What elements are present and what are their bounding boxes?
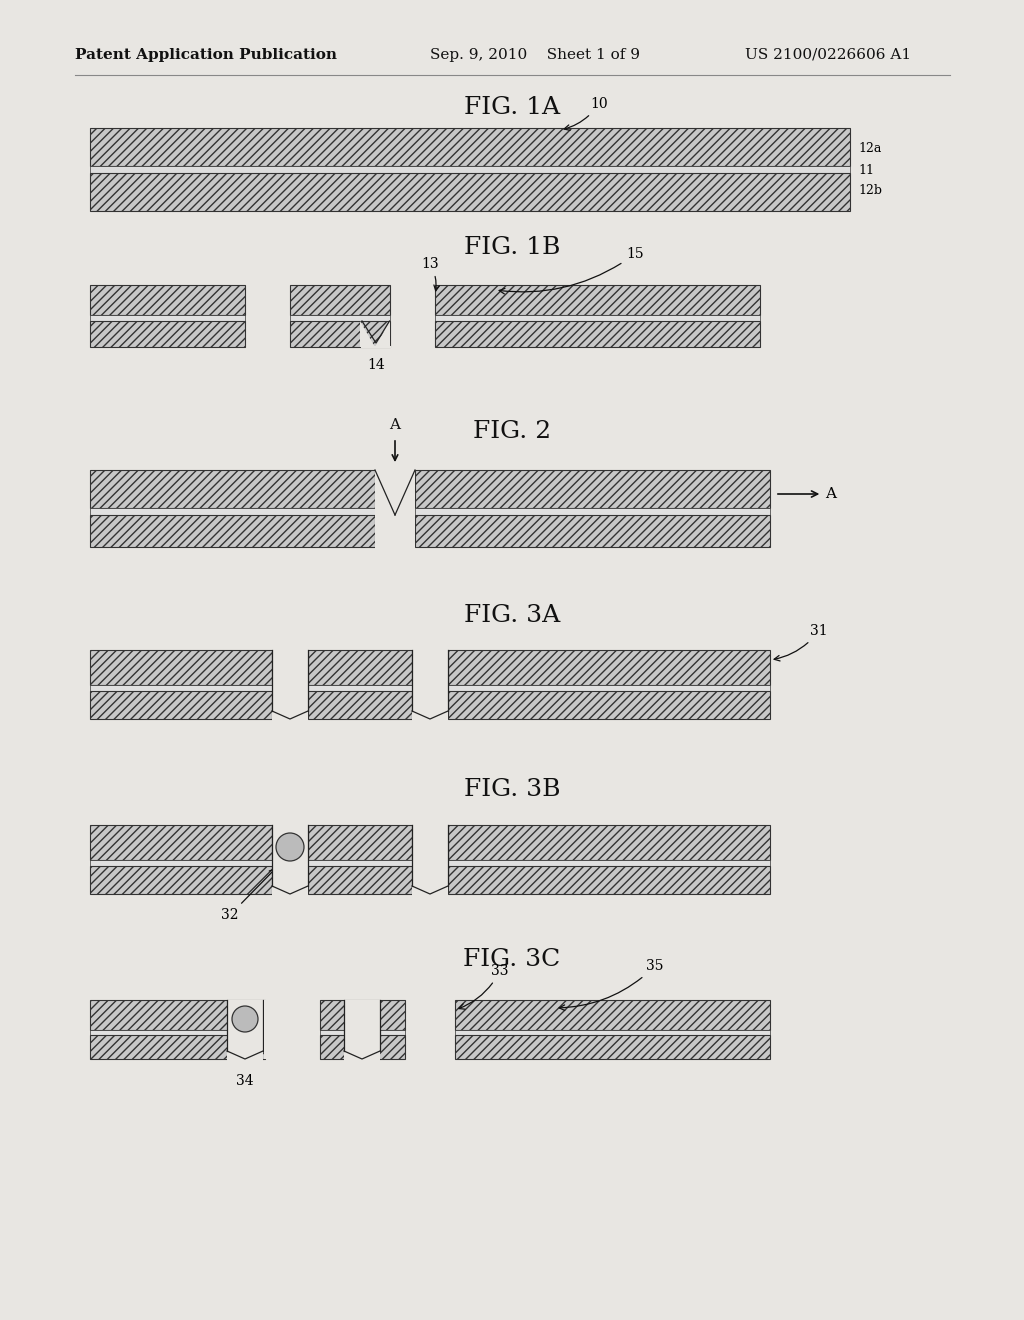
Bar [90, 173, 850, 211]
Bar [272, 825, 308, 899]
Bar [319, 1030, 406, 1035]
Bar [308, 685, 412, 690]
Text: Sep. 9, 2010    Sheet 1 of 9: Sep. 9, 2010 Sheet 1 of 9 [430, 48, 640, 62]
Bar [412, 649, 449, 723]
Bar [375, 515, 415, 546]
Circle shape [232, 1006, 258, 1032]
Text: A: A [778, 487, 836, 502]
Circle shape [276, 833, 304, 861]
Text: 34: 34 [237, 1074, 254, 1088]
Text: 14: 14 [368, 358, 385, 372]
Bar [319, 1035, 406, 1059]
Bar [344, 1001, 380, 1064]
Text: 11: 11 [858, 164, 874, 177]
Text: 10: 10 [564, 96, 607, 131]
Bar [319, 1001, 406, 1030]
Text: FIG. 2: FIG. 2 [473, 421, 551, 444]
Bar [449, 649, 770, 685]
Text: 35: 35 [559, 960, 664, 1011]
Bar [455, 1001, 770, 1030]
Text: FIG. 1A: FIG. 1A [464, 96, 560, 120]
Text: FIG. 3C: FIG. 3C [464, 949, 560, 972]
Bar [308, 825, 412, 861]
Bar [449, 690, 770, 719]
Text: 31: 31 [774, 624, 827, 661]
Bar [449, 685, 770, 690]
Bar [90, 321, 245, 347]
Bar [308, 649, 412, 685]
Polygon shape [360, 321, 390, 347]
Bar [415, 515, 770, 546]
Bar [90, 649, 272, 685]
Bar [435, 285, 760, 315]
Bar [449, 825, 770, 861]
Text: FIG. 3A: FIG. 3A [464, 603, 560, 627]
Bar [90, 515, 375, 546]
Text: FIG. 3B: FIG. 3B [464, 779, 560, 801]
Bar [90, 508, 375, 515]
Bar [90, 285, 245, 315]
Text: 12b: 12b [858, 185, 882, 198]
Bar [290, 315, 390, 321]
Bar [290, 285, 390, 315]
Bar [90, 1030, 265, 1035]
Bar [227, 1001, 263, 1064]
Bar [449, 861, 770, 866]
Text: A: A [389, 418, 400, 432]
Bar [290, 321, 390, 347]
Bar [375, 470, 415, 552]
Bar [455, 1035, 770, 1059]
Bar [435, 321, 760, 347]
Bar [90, 1001, 265, 1030]
Bar [412, 825, 449, 899]
Text: FIG. 1B: FIG. 1B [464, 236, 560, 260]
Bar [90, 166, 850, 173]
Text: 15: 15 [499, 247, 644, 294]
Bar [415, 470, 770, 508]
Bar [455, 1030, 770, 1035]
Bar [90, 470, 375, 508]
Text: 32: 32 [221, 869, 275, 921]
Bar [90, 690, 272, 719]
Bar [264, 1001, 267, 1059]
Text: 12a: 12a [858, 141, 882, 154]
Bar [449, 866, 770, 894]
Bar [308, 866, 412, 894]
Text: 33: 33 [459, 964, 509, 1010]
Bar [90, 315, 245, 321]
Text: 13: 13 [421, 257, 439, 290]
Bar [90, 861, 272, 866]
Text: Patent Application Publication: Patent Application Publication [75, 48, 337, 62]
Bar [308, 861, 412, 866]
Bar [90, 128, 850, 166]
Text: US 2100/0226606 A1: US 2100/0226606 A1 [745, 48, 911, 62]
Bar [90, 866, 272, 894]
Bar [272, 649, 308, 723]
Bar [308, 690, 412, 719]
Bar [435, 315, 760, 321]
Bar [90, 825, 272, 861]
Bar [90, 685, 272, 690]
Bar [415, 508, 770, 515]
Bar [90, 1035, 265, 1059]
